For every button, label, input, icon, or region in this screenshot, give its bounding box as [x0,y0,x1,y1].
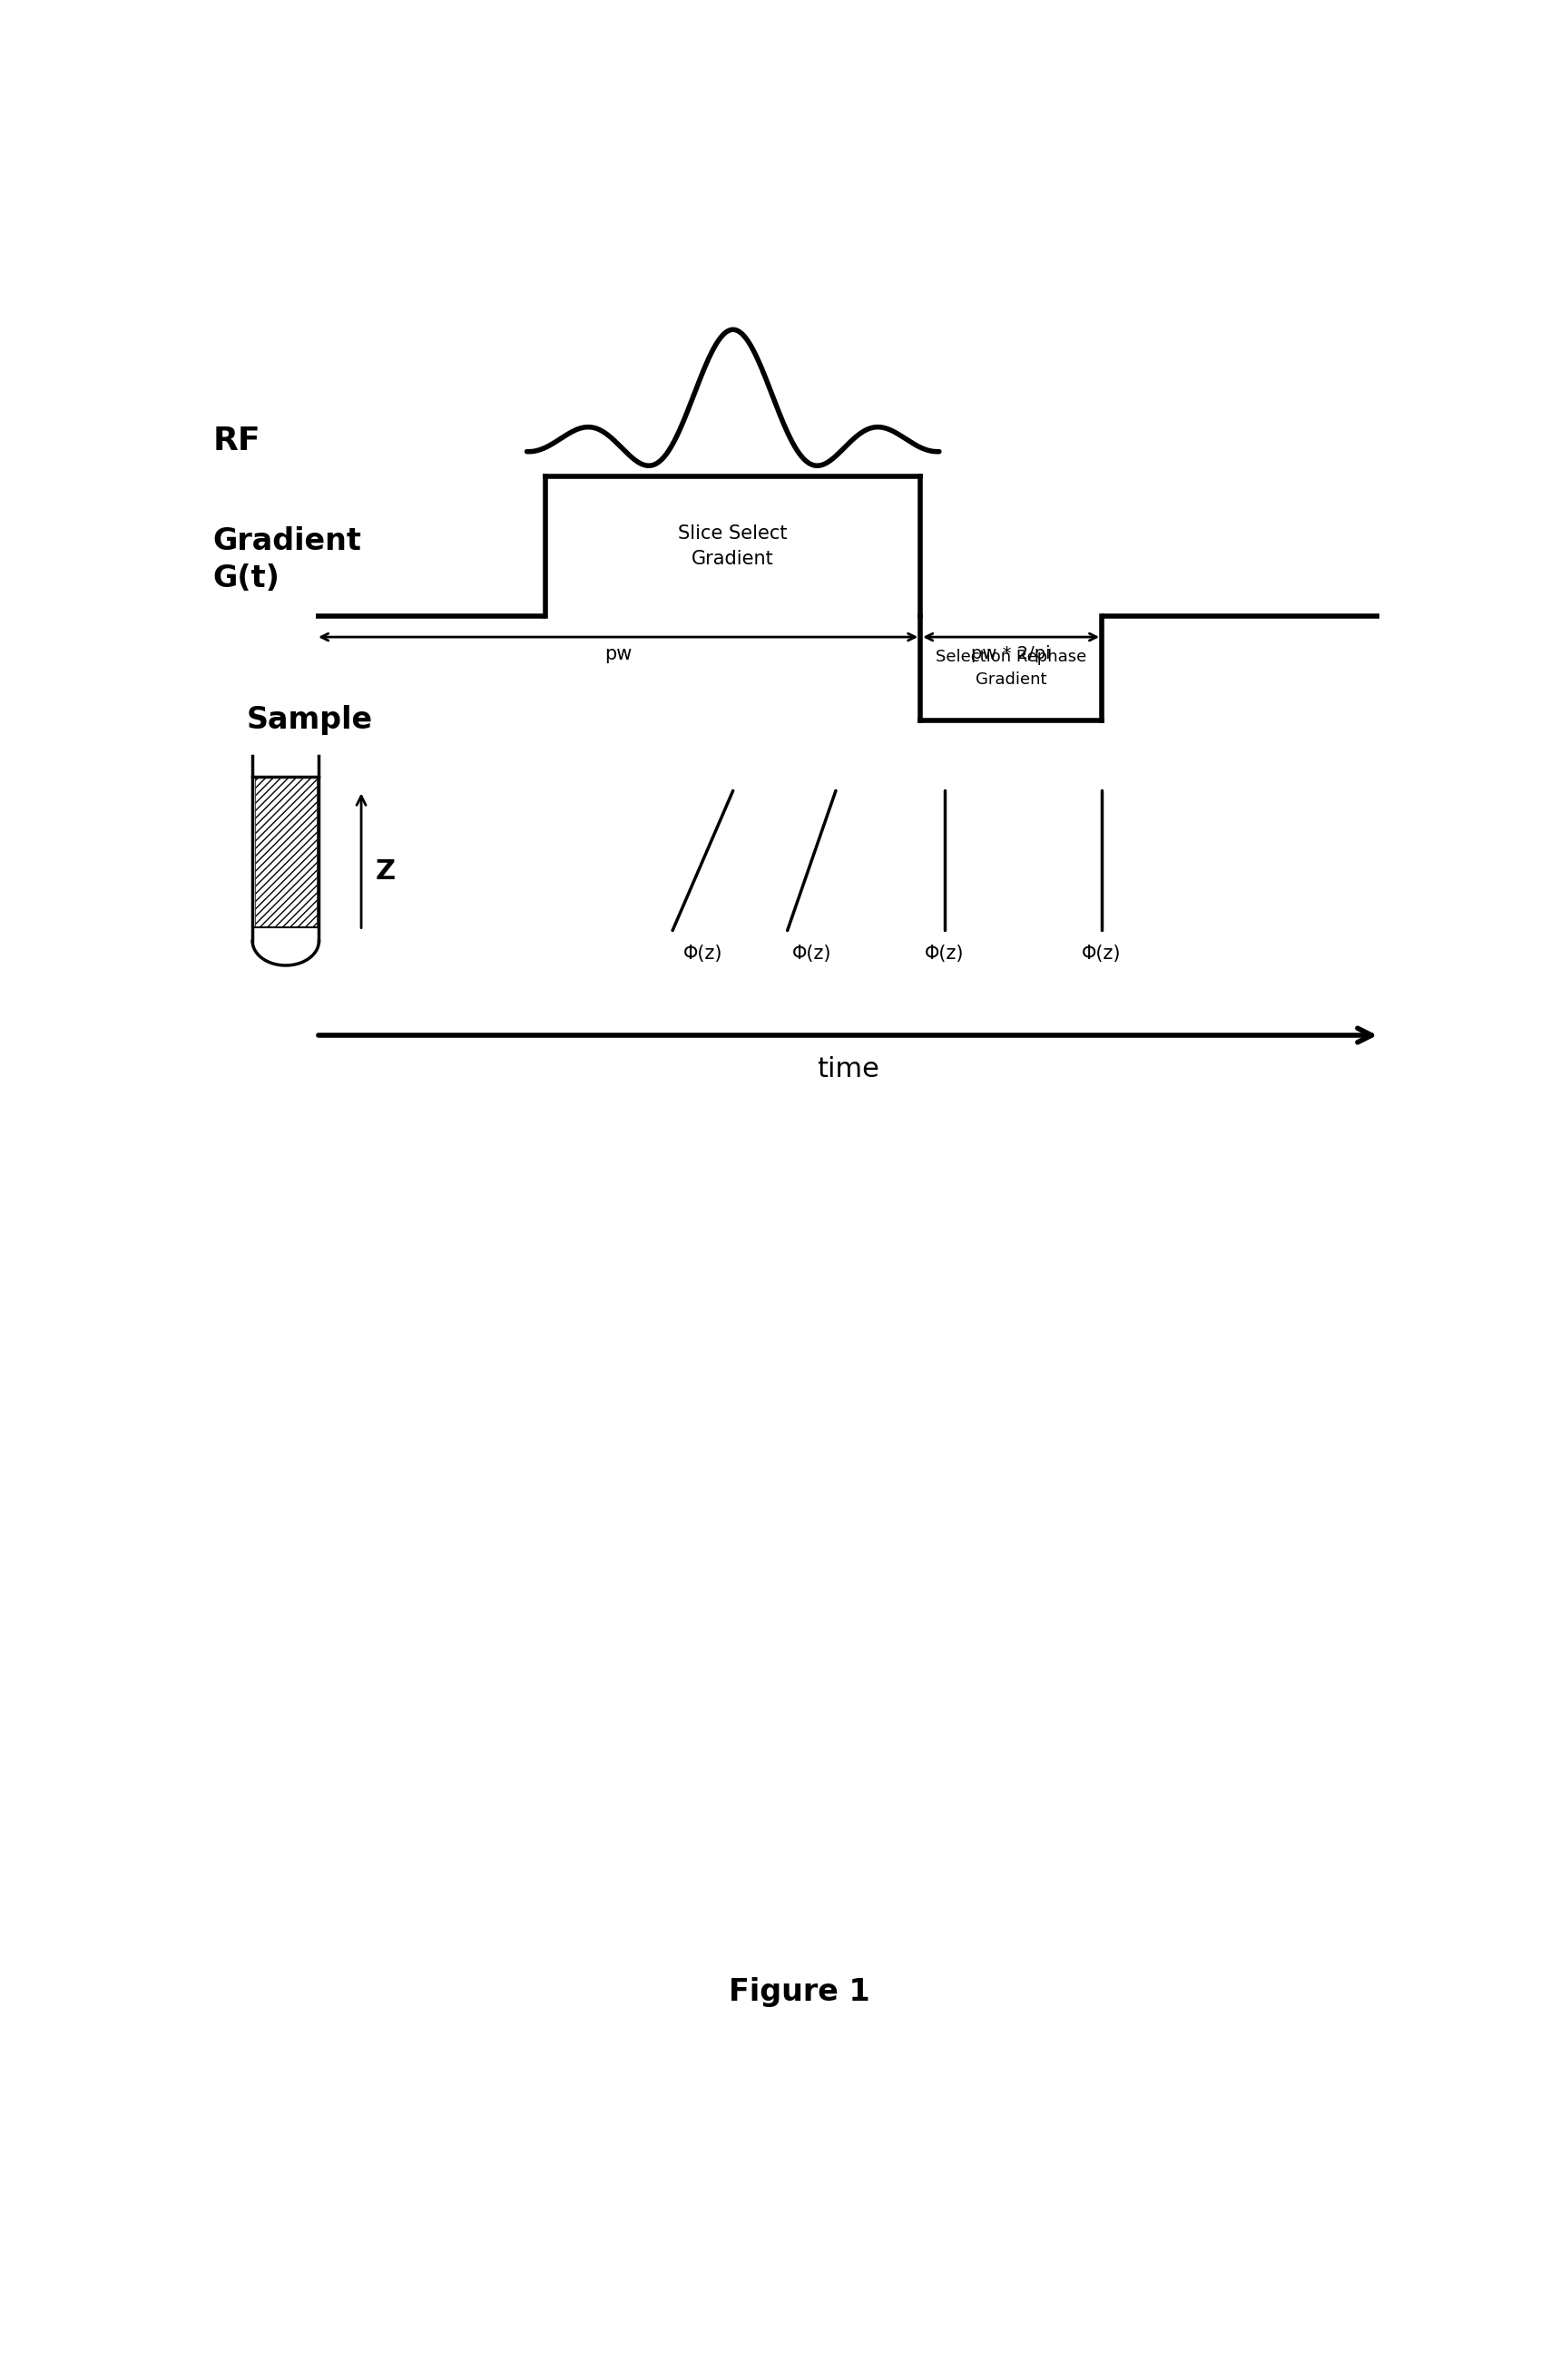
Bar [254,776,317,926]
Text: Sample: Sample [246,704,373,735]
Text: RF: RF [214,426,261,457]
Text: Φ(z): Φ(z) [1083,945,1122,962]
Text: Z: Z [376,857,396,885]
Text: Gradient
G(t): Gradient G(t) [214,526,362,593]
Text: Φ(z): Φ(z) [792,945,831,962]
Text: pw: pw [604,645,632,664]
Text: Selection Rephase
Gradient: Selection Rephase Gradient [936,650,1086,688]
Text: Φ(z): Φ(z) [925,945,964,962]
Text: Φ(z): Φ(z) [683,945,722,962]
Text: pw * 2/pi: pw * 2/pi [972,645,1051,662]
Text: Slice Select
Gradient: Slice Select Gradient [679,524,788,569]
Text: time: time [816,1057,880,1083]
Text: Figure 1: Figure 1 [729,1978,870,2006]
